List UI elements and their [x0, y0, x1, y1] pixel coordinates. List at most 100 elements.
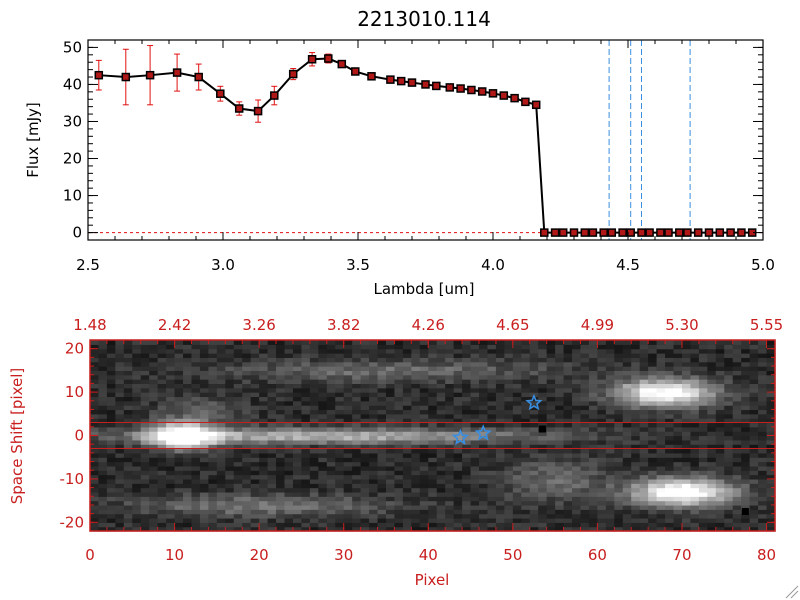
image-pixel: [123, 487, 133, 493]
image-pixel: [115, 465, 125, 471]
image-pixel: [622, 478, 632, 484]
image-pixel: [479, 461, 489, 467]
image-pixel: [580, 496, 590, 502]
image-pixel: [487, 483, 497, 489]
image-pixel: [259, 517, 269, 523]
image-pixel: [495, 439, 505, 445]
image-pixel: [132, 400, 142, 406]
image-pixel: [690, 348, 700, 354]
image-pixel: [106, 418, 116, 424]
image-pixel: [690, 500, 700, 506]
image-pixel: [639, 409, 649, 415]
image-pixel: [318, 344, 328, 350]
image-pixel: [453, 435, 463, 441]
image-pixel: [479, 478, 489, 484]
image-pixel: [758, 496, 768, 502]
image-pixel: [132, 426, 142, 432]
image-pixel: [479, 526, 489, 532]
image-pixel: [715, 370, 725, 376]
image-pixel: [681, 474, 692, 480]
image-pixel: [90, 461, 100, 467]
image-pixel: [512, 405, 522, 411]
image-pixel: [749, 413, 759, 419]
image-pixel: [665, 340, 675, 345]
image-pixel: [614, 357, 624, 363]
image-pixel: [614, 426, 624, 432]
image-pixel: [580, 444, 590, 450]
image-pixel: [140, 478, 150, 484]
image-pixel: [174, 517, 184, 523]
image-pixel: [428, 452, 438, 458]
image-pixel: [166, 526, 176, 532]
image-pixel: [115, 374, 125, 380]
image-pixel: [123, 448, 133, 454]
image-pixel: [369, 340, 379, 345]
image-pixel: [318, 422, 328, 428]
image-pixel: [512, 483, 522, 489]
image-pixel: [453, 405, 463, 411]
image-pixel: [335, 353, 345, 358]
image-pixel: [707, 413, 717, 419]
image-pixel: [352, 491, 362, 497]
image-pixel: [605, 435, 615, 441]
image-pixel: [546, 526, 556, 532]
image-pixel: [369, 526, 379, 532]
image-pixel: [174, 522, 184, 528]
image-pixel: [149, 344, 159, 350]
image-pixel: [166, 465, 176, 471]
image-pixel: [394, 470, 404, 476]
image-pixel: [352, 457, 362, 463]
image-pixel: [681, 344, 692, 350]
image-pixel: [360, 422, 370, 428]
image-pixel: [622, 517, 632, 523]
image-pixel: [385, 379, 396, 385]
image-pixel: [106, 487, 116, 493]
image-pixel: [521, 344, 531, 350]
image-pixel: [741, 422, 751, 428]
resize-grip-icon[interactable]: [785, 585, 799, 599]
image-pixel: [301, 405, 311, 411]
image-pixel: [98, 513, 108, 519]
image-pixel: [419, 474, 429, 480]
image-pixel: [106, 374, 116, 380]
image-pixel: [191, 374, 201, 380]
image-pixel: [352, 435, 362, 441]
image-pixel: [318, 470, 328, 476]
image-pixel: [758, 357, 768, 363]
image-pixel: [555, 496, 565, 502]
image-pixel: [360, 400, 370, 406]
image-pixel: [580, 413, 590, 419]
image-pixel: [394, 478, 404, 484]
image-pixel: [614, 444, 624, 450]
image-pixel: [123, 387, 133, 393]
image-pixel: [140, 353, 150, 358]
image-pixel: [335, 357, 345, 363]
image-pixel: [90, 418, 100, 424]
image-pixel: [199, 370, 209, 376]
image-pixel: [673, 448, 683, 454]
image-pixel: [453, 392, 463, 398]
image-pixel: [665, 517, 675, 523]
image-pixel: [318, 396, 328, 402]
image-pixel: [529, 461, 539, 467]
image-pixel: [90, 379, 100, 385]
top-x-axis: 2.5 3.0 3.5 4.0 4.5 5.0: [76, 40, 775, 274]
image-pixel: [487, 491, 497, 497]
image-pixel: [453, 496, 463, 502]
image-pixel: [106, 340, 116, 345]
image-pixel: [343, 504, 353, 510]
image-pixel: [681, 396, 692, 402]
image-pixel: [665, 444, 675, 450]
image-pixel: [385, 513, 396, 519]
image-pixel: [546, 483, 556, 489]
image-pixel: [318, 513, 328, 519]
image-pixel: [199, 504, 209, 510]
image-pixel: [225, 457, 235, 463]
image-pixel: [749, 374, 759, 380]
image-pixel: [741, 374, 751, 380]
image-pixel: [377, 396, 387, 402]
image-pixel: [504, 366, 514, 371]
image-pixel: [394, 370, 404, 376]
image-pixel: [276, 418, 286, 424]
